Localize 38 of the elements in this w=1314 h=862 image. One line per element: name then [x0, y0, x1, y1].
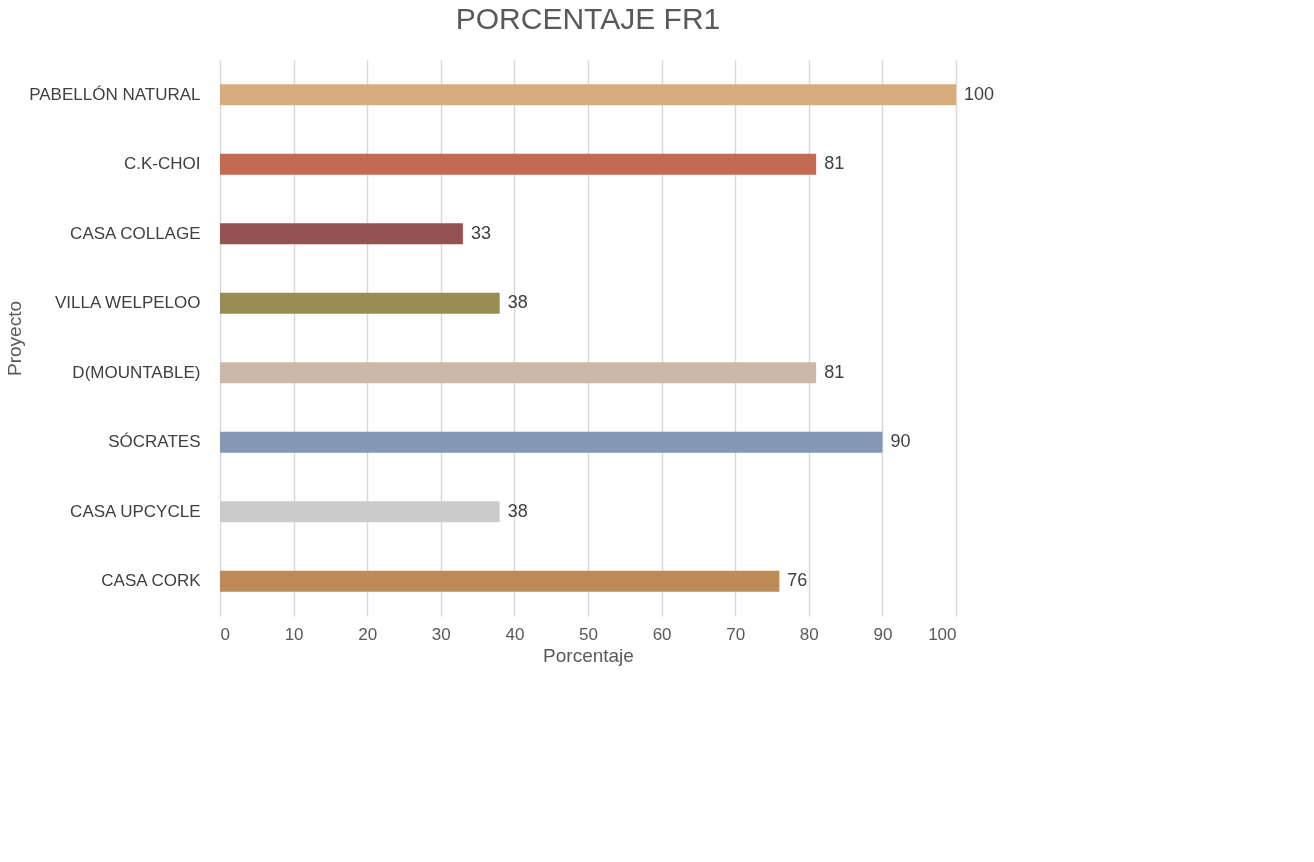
x-tick-label: 50	[579, 624, 598, 644]
data-label: 38	[507, 292, 528, 313]
bar	[220, 570, 780, 592]
y-tick-label: CASA CORK	[101, 571, 202, 591]
data-label: 76	[787, 570, 808, 591]
data-label: 33	[470, 222, 491, 243]
x-tick-label: 20	[358, 624, 378, 644]
x-tick-label: 90	[873, 624, 893, 644]
chart-title: PORCENTAJE FR1	[455, 2, 721, 35]
y-tick-label: PABELLÓN NATURAL	[29, 84, 201, 104]
y-tick-label: C.K-CHOI	[124, 154, 201, 174]
x-tick-label: 70	[726, 624, 746, 644]
x-tick-label: 0	[220, 624, 230, 644]
bar	[220, 223, 463, 245]
x-tick-label: 30	[431, 624, 451, 644]
data-label: 100	[964, 83, 995, 104]
y-tick-label: VILLA WELPELOO	[54, 293, 201, 313]
y-tick-label: CASA COLLAGE	[70, 223, 201, 243]
x-tick-label: 40	[505, 624, 525, 644]
x-tick-label: 10	[284, 624, 304, 644]
x-tick-label: 100	[928, 624, 957, 644]
data-label: 81	[824, 361, 845, 382]
y-tick-label: SÓCRATES	[108, 432, 201, 452]
data-label: 81	[824, 153, 845, 174]
bar	[220, 292, 500, 314]
x-tick-label: 80	[799, 624, 819, 644]
bar	[220, 84, 956, 106]
x-tick-label: 60	[652, 624, 672, 644]
bar	[220, 362, 817, 384]
x-axis-title: Porcentaje	[543, 644, 634, 666]
data-label: 90	[890, 431, 911, 452]
y-tick-label: CASA UPCYCLE	[70, 501, 201, 521]
y-tick-label: D(MOUNTABLE)	[72, 362, 201, 382]
bar	[220, 153, 817, 175]
y-axis-title: Proyecto	[4, 301, 26, 376]
data-label: 38	[507, 500, 528, 521]
bar	[220, 431, 883, 453]
bar	[220, 501, 500, 523]
